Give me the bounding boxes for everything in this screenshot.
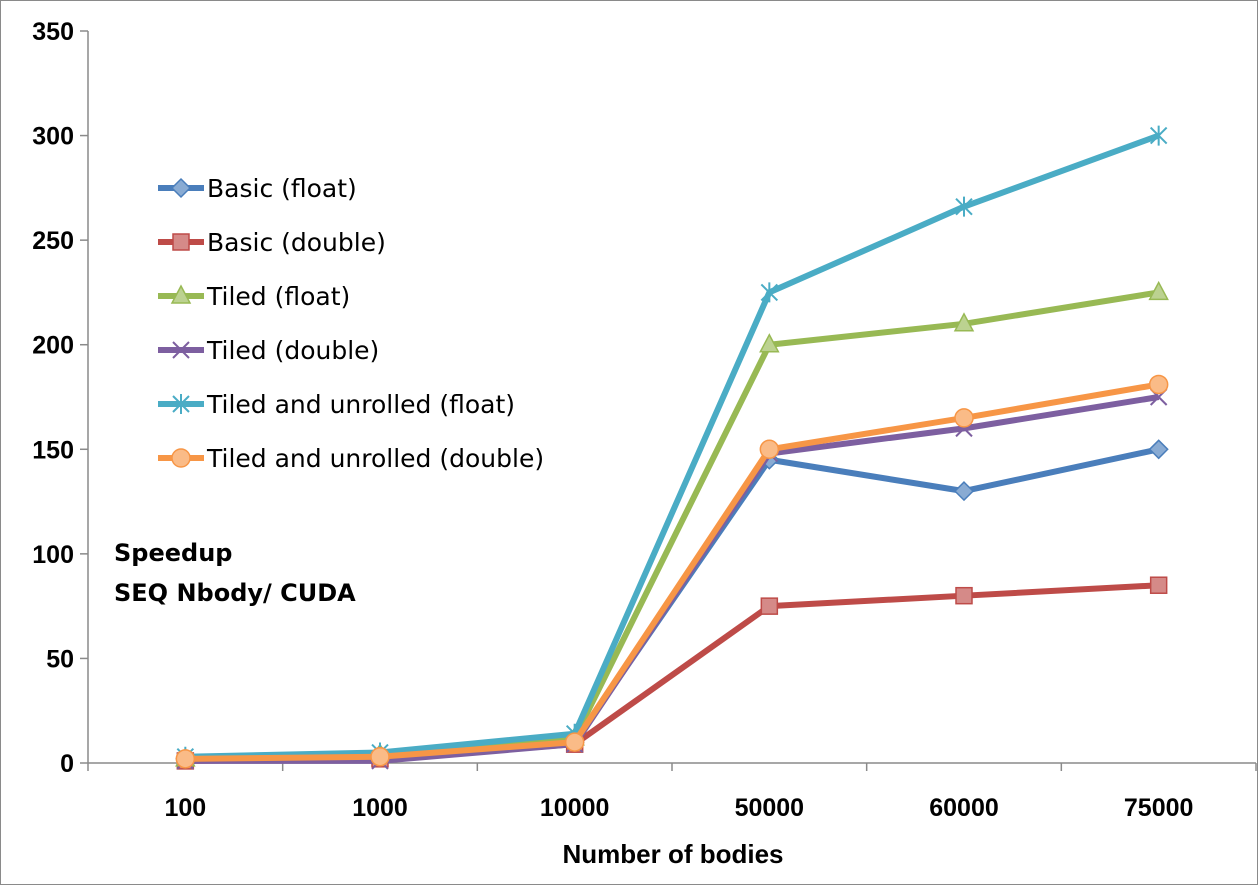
data-point — [955, 586, 973, 605]
legend-label: Basic (double) — [207, 228, 386, 257]
data-point — [1148, 439, 1169, 460]
legend-item: Tiled (float) — [158, 282, 350, 311]
legend-item: Tiled (double) — [158, 336, 379, 365]
x-tick-label: 50000 — [735, 794, 805, 822]
data-point — [1148, 374, 1169, 395]
x-tick-label: 60000 — [929, 794, 999, 822]
legend-label: Basic (float) — [207, 174, 357, 203]
y-tick-label: 250 — [32, 227, 74, 255]
x-tick-label: 1000 — [352, 794, 408, 822]
legend-label: Tiled and unrolled (double) — [206, 444, 544, 473]
legend-item: Tiled and unrolled (double) — [158, 444, 544, 473]
legend: Basic (float) Basic (double) Tiled (float)… — [158, 174, 544, 473]
data-point — [370, 746, 390, 767]
legend-item: Basic (double) — [158, 228, 386, 257]
legend-marker — [172, 341, 190, 359]
legend-marker — [170, 177, 192, 199]
y-tick-label: 150 — [32, 436, 74, 464]
series-6 — [175, 374, 1169, 769]
annotation-line-2: SEQ Nbody/ CUDA — [114, 579, 356, 607]
series-line — [185, 381, 1160, 762]
x-tick-label: 10000 — [540, 794, 610, 822]
data-point — [564, 732, 585, 752]
y-tick-label: 50 — [46, 645, 74, 673]
y-tick-label: 100 — [32, 541, 74, 569]
y-tick-label: 0 — [60, 750, 74, 778]
legend-label: Tiled (float) — [206, 282, 350, 311]
axes: 0 50 100 150 200 250 300 350 100 1000 10000 50000 60… — [32, 18, 1257, 822]
data-point — [1148, 280, 1169, 301]
legend-label: Tiled (double) — [206, 336, 379, 365]
legend-marker — [170, 284, 192, 304]
data-point — [760, 597, 779, 615]
data-point — [955, 196, 973, 217]
data-point — [1149, 125, 1168, 146]
data-point — [1149, 576, 1168, 594]
series-line — [185, 582, 1159, 764]
data-point — [954, 408, 974, 428]
x-tick-label: 75000 — [1124, 794, 1194, 822]
y-tick-label: 200 — [32, 332, 74, 360]
legend-label: Tiled and unrolled (float) — [206, 390, 515, 419]
series-lines — [175, 125, 1169, 770]
legend-marker — [171, 448, 191, 468]
x-axis-title: Number of bodies — [562, 839, 783, 869]
data-point — [759, 333, 780, 353]
annotation-line-1: Speedup — [114, 539, 232, 567]
data-point — [953, 481, 975, 502]
legend-marker — [172, 233, 190, 251]
y-tick-label: 300 — [32, 123, 74, 151]
legend-item: Tiled and unrolled (float) — [158, 390, 515, 419]
data-point — [760, 282, 779, 303]
data-point — [953, 312, 975, 332]
y-tick-label: 350 — [32, 18, 74, 46]
series-line — [185, 132, 1160, 760]
legend-marker — [172, 394, 190, 414]
data-point — [759, 439, 780, 460]
data-point — [175, 749, 196, 769]
x-tick-label: 100 — [164, 794, 206, 822]
legend-item: Basic (float) — [158, 174, 357, 203]
